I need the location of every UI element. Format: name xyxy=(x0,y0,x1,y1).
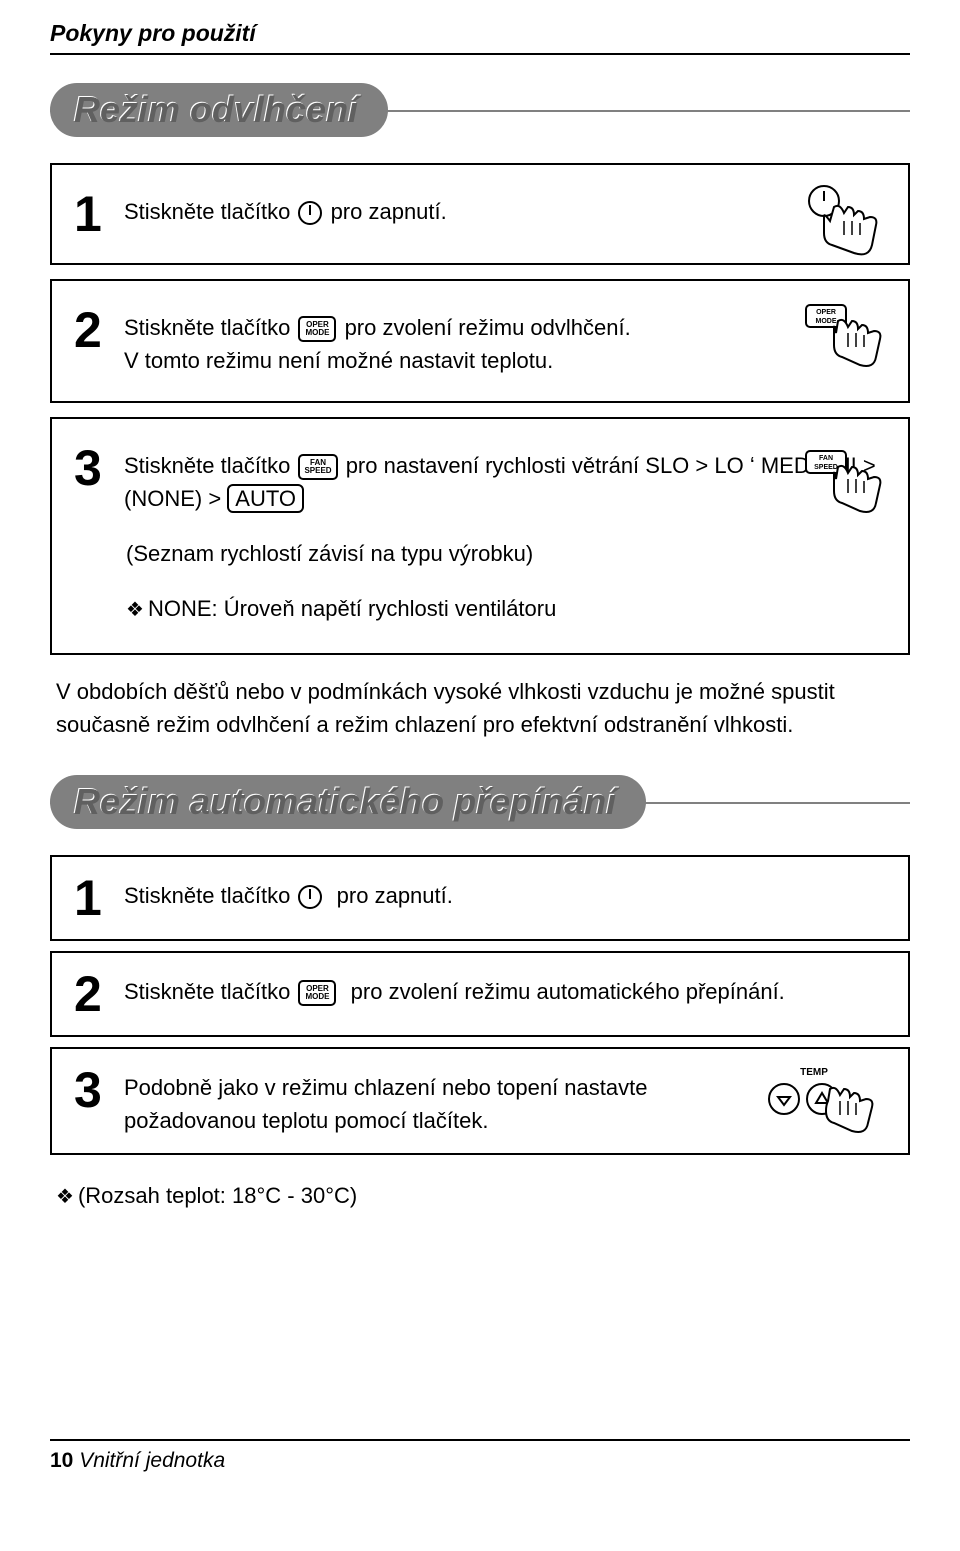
text-part: Stiskněte tlačítko xyxy=(124,199,290,224)
section-title-2: Režim automatického přepínání xyxy=(50,775,646,829)
svg-text:OPER: OPER xyxy=(816,309,836,316)
s2-step2-box: 2 Stiskněte tlačítko OPERMODE pro zvolen… xyxy=(50,951,910,1037)
step-number: 1 xyxy=(74,189,108,239)
auto-box: AUTO xyxy=(227,484,304,513)
step-number: 2 xyxy=(74,305,108,355)
sub-note-2: ❖NONE: Úroveň napětí rychlosti ventiláto… xyxy=(126,592,886,625)
step-text: Stiskněte tlačítko OPERMODE pro zvolení … xyxy=(124,969,886,1008)
step-text: Stiskněte tlačítko FANSPEED pro nastaven… xyxy=(124,443,886,625)
step-number: 3 xyxy=(74,1065,108,1115)
sub-note-1: (Seznam rychlostí závisí na typu výrobku… xyxy=(126,537,886,570)
text-part: pro zapnutí. xyxy=(337,883,453,908)
page-footer: 10 Vnitřní jednotka xyxy=(50,1439,910,1473)
text-part: pro zvolení režimu odvlhčení. xyxy=(345,315,631,340)
s2-step3-box: 3 Podobně jako v režimu chlazení nebo to… xyxy=(50,1047,910,1155)
temp-range-note: ❖(Rozsah teplot: 18°C - 30°C) xyxy=(56,1183,904,1209)
step-text: Stiskněte tlačítko pro zapnutí. xyxy=(124,873,886,912)
s1-step1-box: 1 Stiskněte tlačítko pro zapnutí. xyxy=(50,163,910,265)
step-number: 1 xyxy=(74,873,108,923)
power-icon xyxy=(298,885,322,909)
step-text: Stiskněte tlačítko pro zapnutí. xyxy=(124,189,886,228)
step-number: 2 xyxy=(74,969,108,1019)
text-part: Podobně jako v režimu chlazení nebo tope… xyxy=(124,1075,647,1100)
oper-mode-icon: OPERMODE xyxy=(298,980,336,1006)
s2-step1-box: 1 Stiskněte tlačítko pro zapnutí. xyxy=(50,855,910,941)
text-part: pro zvolení režimu automatického přepíná… xyxy=(351,979,785,1004)
hand-press-fanspeed-icon: FAN SPEED xyxy=(794,445,884,541)
text-part: (NONE) > xyxy=(124,486,227,511)
svg-text:MODE: MODE xyxy=(816,318,837,325)
section-heading-dehumid: Režim odvlhčení xyxy=(50,83,910,137)
text-part: Stiskněte tlačítko xyxy=(124,979,290,1004)
s1-step2-box: 2 Stiskněte tlačítko OPERMODE pro zvolen… xyxy=(50,279,910,403)
hand-press-opermode-icon: OPER MODE xyxy=(794,299,884,395)
svg-text:FAN: FAN xyxy=(819,455,833,462)
s1-step3-box: 3 Stiskněte tlačítko FANSPEED pro nastav… xyxy=(50,417,910,655)
hand-press-power-icon xyxy=(794,183,884,283)
svg-text:SPEED: SPEED xyxy=(814,464,838,471)
footer-title: Vnitřní jednotka xyxy=(79,1449,225,1472)
text-part: pro zapnutí. xyxy=(331,199,447,224)
step-number: 3 xyxy=(74,443,108,493)
fan-speed-icon: FANSPEED xyxy=(298,454,337,480)
text-part: Stiskněte tlačítko xyxy=(124,883,290,908)
section-heading-auto: Režim automatického přepínání xyxy=(50,775,910,829)
text-part: Stiskněte tlačítko xyxy=(124,453,290,478)
temp-buttons-icon: TEMP xyxy=(754,1063,884,1143)
paragraph-humidity-note: V obdobích děšťů nebo v podmínkách vysok… xyxy=(56,675,904,741)
svg-text:TEMP: TEMP xyxy=(800,1067,828,1078)
page-number: 10 xyxy=(50,1449,73,1472)
page-header: Pokyny pro použití xyxy=(50,20,910,55)
section-title-1: Režim odvlhčení xyxy=(50,83,388,137)
text-part: V tomto režimu není možné nastavit teplo… xyxy=(124,344,886,377)
oper-mode-icon: OPERMODE xyxy=(298,316,336,342)
step-text: Stiskněte tlačítko OPERMODE pro zvolení … xyxy=(124,305,886,377)
power-icon xyxy=(298,201,322,225)
text-part: Stiskněte tlačítko xyxy=(124,315,290,340)
